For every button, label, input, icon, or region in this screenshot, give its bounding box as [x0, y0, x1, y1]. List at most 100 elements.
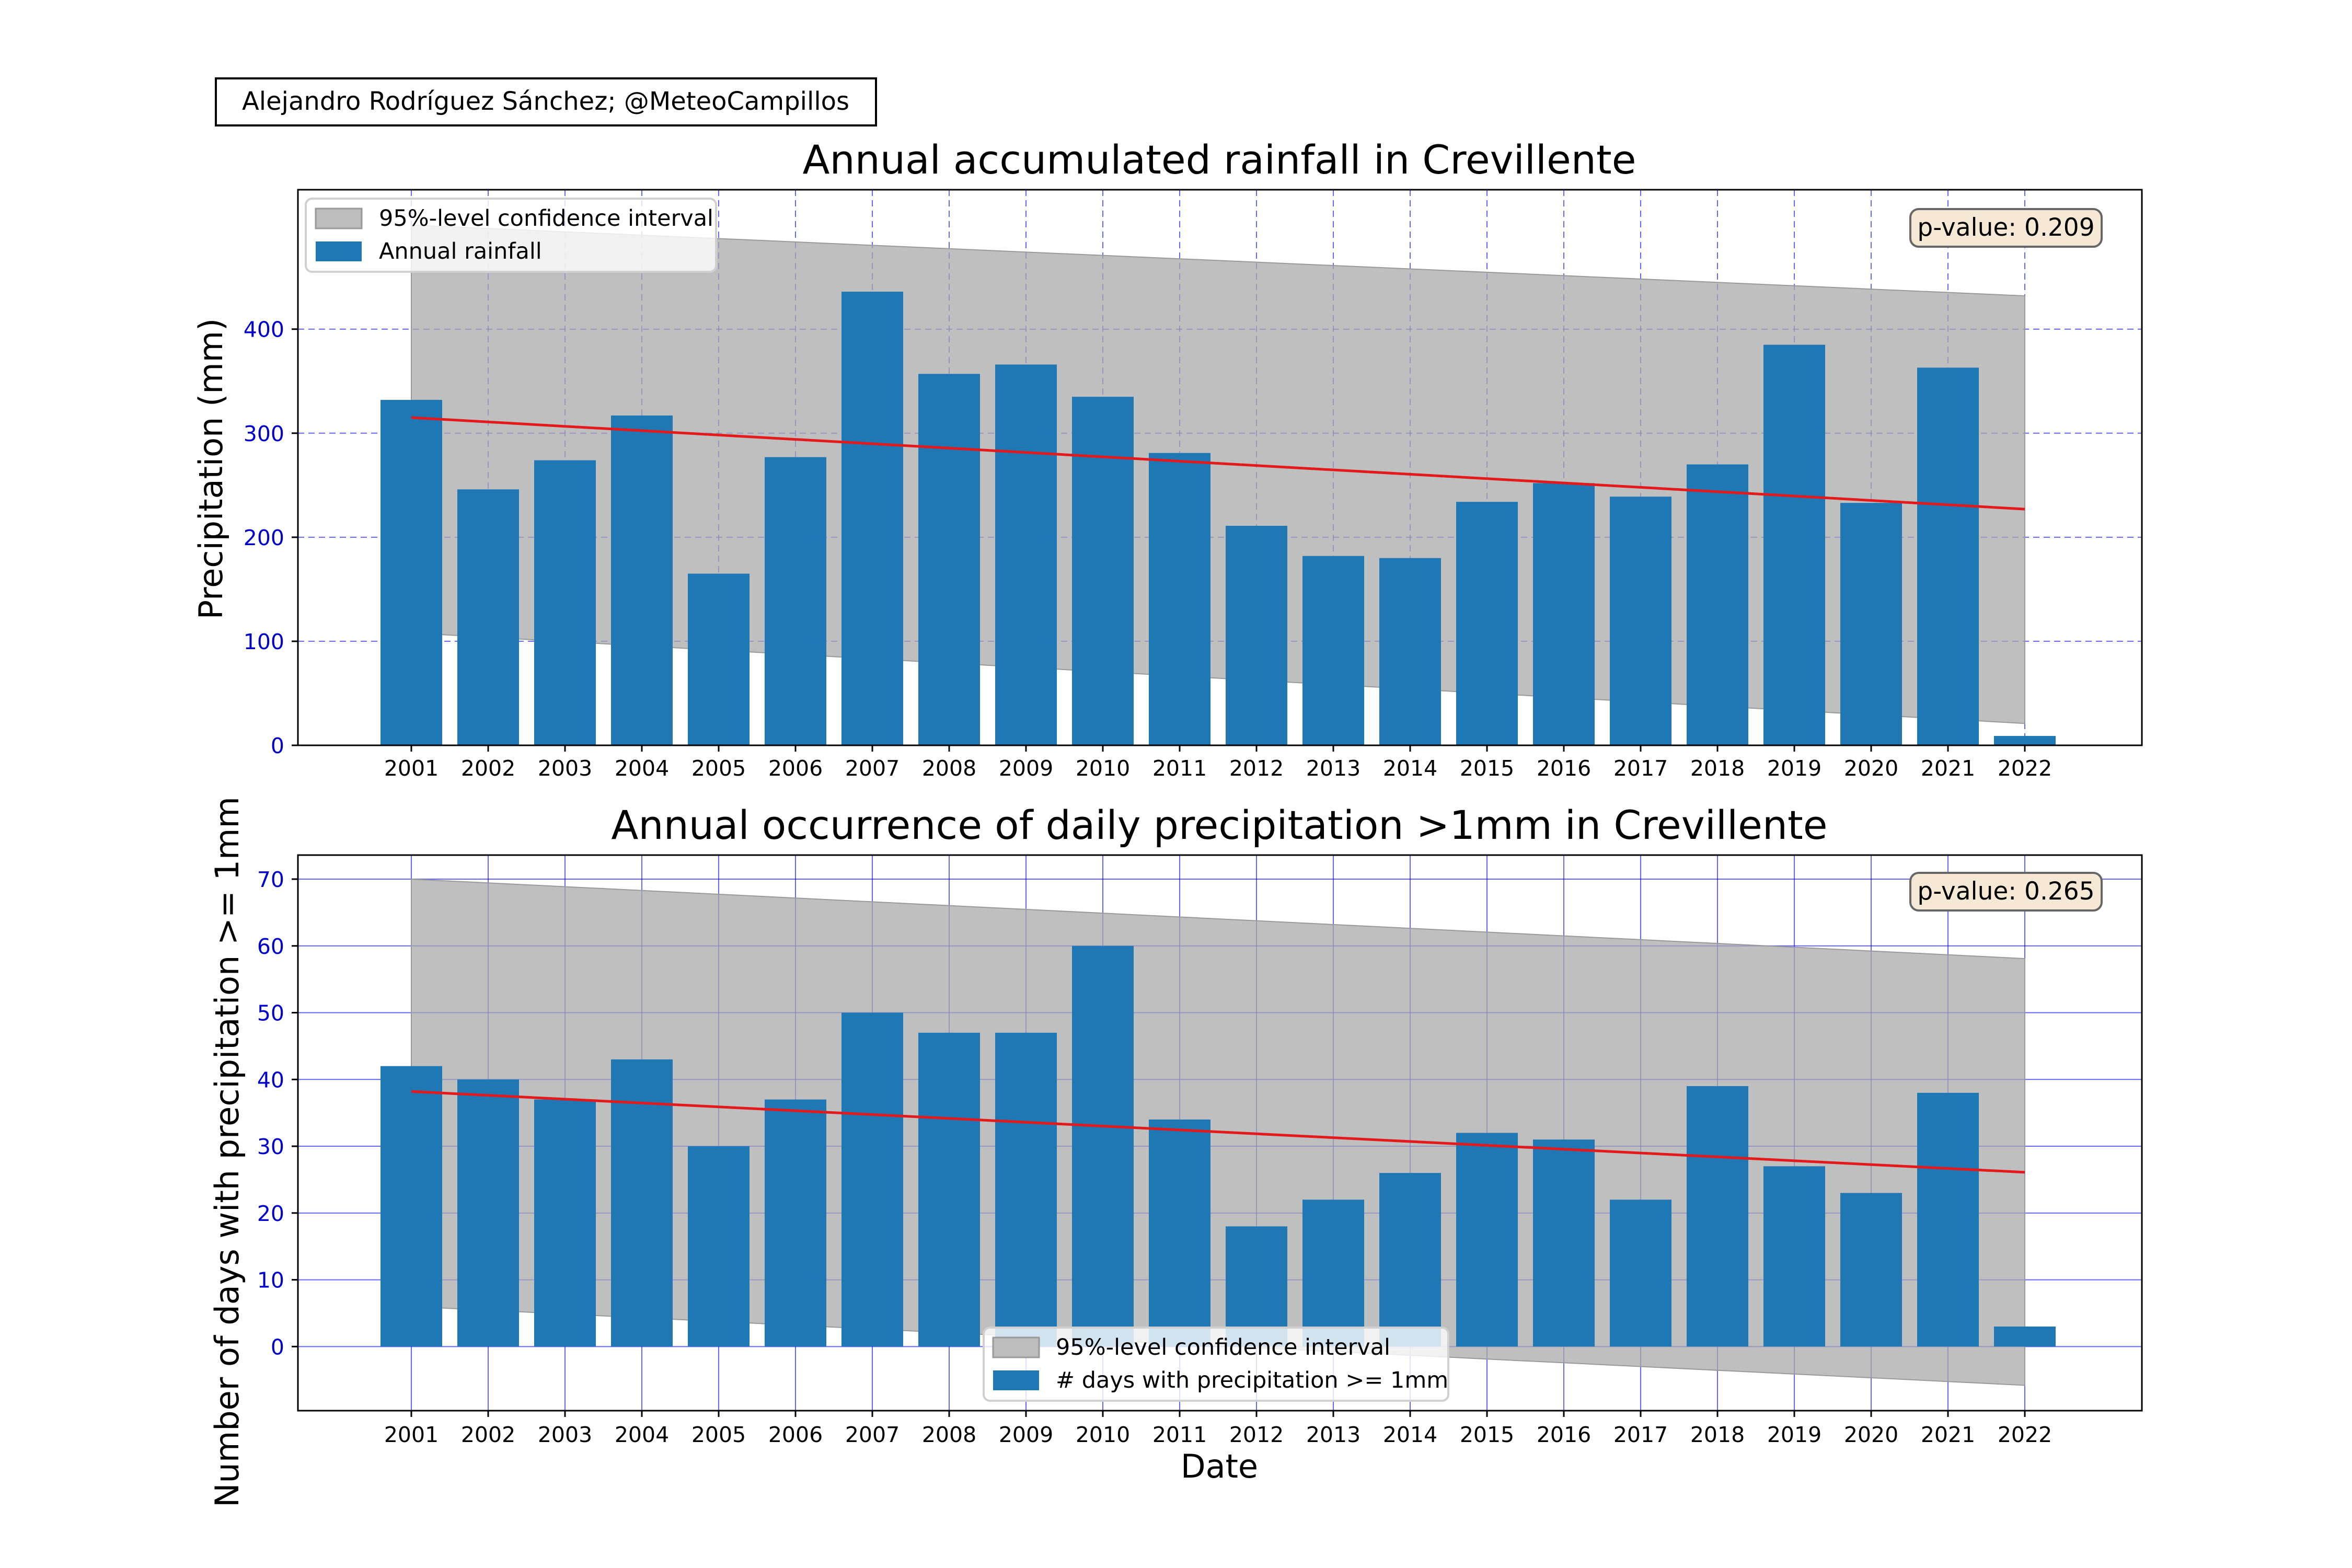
x-tick-label: 2008	[922, 1422, 976, 1447]
data-bar	[1840, 1193, 1902, 1347]
chart-title: Annual accumulated rainfall in Crevillen…	[803, 136, 1636, 183]
data-bar	[1302, 556, 1364, 745]
data-bar	[765, 457, 826, 745]
data-bar	[611, 415, 673, 745]
x-tick-label: 2015	[1460, 1422, 1514, 1447]
x-tick-label: 2017	[1613, 756, 1668, 781]
x-tick-label: 2020	[1844, 756, 1898, 781]
x-tick-label: 2014	[1383, 1422, 1437, 1447]
legend-label-days: # days with precipitation >= 1mm	[1056, 1367, 1448, 1393]
rainfall-chart: Annual accumulated rainfall in Crevillen…	[192, 136, 2143, 781]
trend-line	[411, 1090, 2025, 1174]
data-bar	[995, 364, 1057, 745]
legend-swatch-days	[993, 1370, 1039, 1390]
data-bar	[1533, 1139, 1595, 1347]
data-bar	[1302, 1200, 1364, 1347]
x-tick-label: 2003	[538, 756, 592, 781]
data-bar	[841, 1012, 903, 1347]
x-tick-label: 2001	[384, 1422, 439, 1447]
data-bar	[1072, 397, 1134, 745]
x-tick-label: 2010	[1076, 1422, 1130, 1447]
x-tick-label: 2008	[922, 756, 976, 781]
trend-line	[411, 416, 2025, 511]
legend-frame	[305, 198, 717, 273]
x-tick-label: 2022	[1998, 1422, 2052, 1447]
data-bar	[1994, 736, 2056, 745]
x-tick-label: 2009	[999, 1422, 1053, 1447]
x-tick-label: 2012	[1229, 1422, 1284, 1447]
x-tick-label: 2005	[691, 756, 746, 781]
x-tick-label: 2005	[691, 1422, 746, 1447]
data-bar	[1533, 483, 1595, 745]
x-tick-label: 2022	[1998, 756, 2052, 781]
legend-label-confidence: 95%-level confidence interval	[1056, 1334, 1390, 1361]
data-bar	[841, 292, 903, 745]
legend: 95%-level confidence interval Annual rai…	[305, 198, 717, 273]
x-tick-label: 2002	[461, 756, 515, 781]
rain-days-chart: Annual occurrence of daily precipitation…	[208, 797, 2143, 1507]
data-bar	[1763, 344, 1825, 745]
data-bar	[1994, 1327, 2056, 1347]
data-bar	[381, 1066, 442, 1347]
data-bar	[1149, 1119, 1210, 1347]
data-bar	[1610, 1200, 1671, 1347]
data-bar	[688, 1146, 750, 1347]
data-bar	[1687, 464, 1748, 745]
legend-label-confidence: 95%-level confidence interval	[379, 205, 713, 232]
data-bar	[381, 400, 442, 745]
x-tick-label: 2019	[1767, 1422, 1821, 1447]
y-tick-label: 30	[257, 1134, 284, 1159]
data-bar	[1763, 1166, 1825, 1347]
p-value-text: p-value: 0.265	[1917, 877, 2094, 906]
data-bar	[1456, 1133, 1518, 1347]
data-bar	[918, 374, 980, 745]
x-tick-label: 2007	[845, 1422, 900, 1447]
data-bar	[1917, 367, 1979, 745]
x-tick-label: 2018	[1690, 756, 1745, 781]
data-bar	[1456, 502, 1518, 745]
x-tick-label: 2015	[1460, 756, 1514, 781]
y-tick-label: 10	[257, 1268, 284, 1293]
y-tick-label: 0	[271, 1334, 284, 1359]
x-tick-label: 2016	[1537, 756, 1591, 781]
data-bar	[534, 1099, 596, 1347]
legend-frame	[983, 1327, 1449, 1402]
credit-box: Alejandro Rodríguez Sánchez; @MeteoCampi…	[215, 77, 877, 126]
x-tick-label: 2006	[768, 756, 823, 781]
data-bar	[1917, 1092, 1979, 1347]
x-tick-label: 2006	[768, 1422, 823, 1447]
y-tick-label: 300	[244, 421, 284, 446]
y-tick-label: 50	[257, 1001, 284, 1026]
x-tick-label: 2007	[845, 756, 900, 781]
data-bar	[611, 1059, 673, 1347]
p-value-box	[1909, 208, 2103, 248]
x-tick-label: 2002	[461, 1422, 515, 1447]
credit-text: Alejandro Rodríguez Sánchez; @MeteoCampi…	[242, 87, 849, 116]
data-bar	[1149, 453, 1210, 745]
y-tick-label: 0	[271, 733, 284, 758]
p-value-box	[1909, 872, 2103, 912]
x-tick-label: 2011	[1152, 1422, 1207, 1447]
x-axis-label: Date	[1181, 1447, 1258, 1485]
p-value-annotation: p-value: 0.209	[1909, 208, 2103, 248]
plot-frame	[297, 854, 2143, 1412]
y-tick-label: 100	[244, 629, 284, 654]
x-tick-label: 2017	[1613, 1422, 1668, 1447]
x-tick-label: 2014	[1383, 756, 1437, 781]
x-tick-label: 2001	[384, 756, 439, 781]
y-tick-label: 20	[257, 1201, 284, 1226]
y-tick-label: 200	[244, 525, 284, 550]
plot-frame	[297, 189, 2143, 746]
credit-box-frame	[215, 77, 877, 126]
x-tick-label: 2010	[1076, 756, 1130, 781]
legend-swatch-confidence	[992, 1336, 1040, 1358]
data-bar	[765, 1099, 826, 1347]
data-bar	[1379, 1173, 1441, 1347]
data-bar	[1072, 946, 1134, 1347]
y-axis-label: Precipitation (mm)	[192, 318, 230, 619]
x-tick-label: 2013	[1306, 756, 1361, 781]
data-bar	[1610, 497, 1671, 745]
data-bar	[1226, 525, 1287, 745]
data-bar	[457, 1079, 519, 1347]
x-tick-label: 2018	[1690, 1422, 1745, 1447]
